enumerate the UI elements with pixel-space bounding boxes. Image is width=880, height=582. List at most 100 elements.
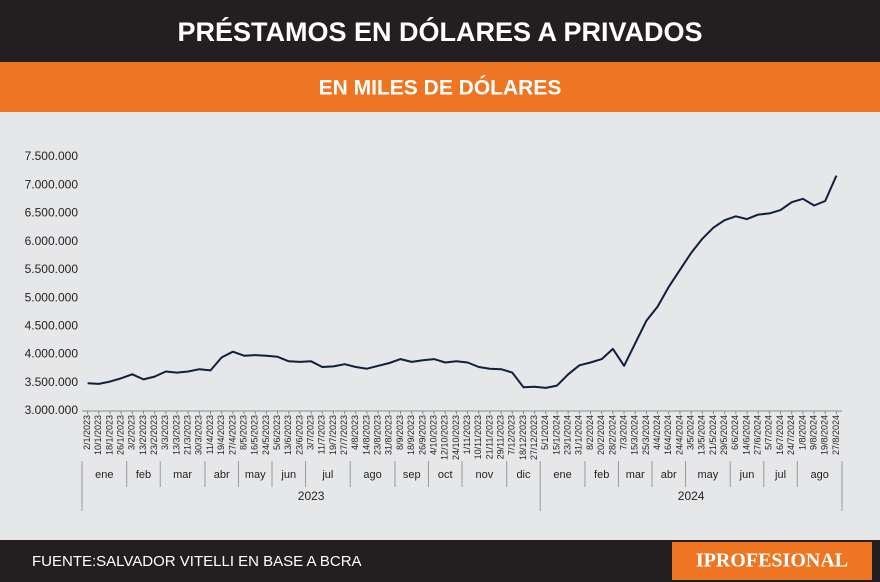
- month-label: ago: [363, 469, 381, 481]
- y-tick-label: 3.000.000: [25, 403, 79, 417]
- x-tick-label: 18/12/2023: [518, 415, 528, 460]
- x-tick-label: 20/2/2024: [596, 415, 606, 455]
- month-label: oct: [438, 469, 453, 481]
- x-tick-label: 4/8/2023: [350, 415, 360, 450]
- x-tick-label: 11/7/2023: [317, 415, 327, 454]
- x-tick-label: 19/8/2024: [820, 415, 830, 455]
- month-label: ene: [95, 469, 113, 481]
- x-tick-label: 24/4/2024: [674, 415, 684, 455]
- x-tick-label: 14/6/2024: [741, 415, 751, 455]
- month-label: ene: [553, 469, 571, 481]
- x-tick-label: 26/1/2023: [115, 415, 125, 455]
- x-tick-label: 4/10/2023: [428, 415, 438, 455]
- x-tick-label: 18/9/2023: [406, 415, 416, 455]
- x-tick-label: 1/11/2023: [462, 415, 472, 454]
- month-label: ago: [810, 469, 828, 481]
- month-label: feb: [594, 469, 609, 481]
- x-tick-label: 23/6/2023: [294, 415, 304, 455]
- month-label: jul: [321, 469, 333, 481]
- x-tick-label: 15/3/2024: [630, 415, 640, 455]
- header-band: [0, 0, 880, 62]
- month-label: mar: [173, 469, 192, 481]
- logo: IPROFESIONAL: [696, 550, 848, 572]
- x-tick-label: 24/5/2023: [261, 415, 271, 455]
- x-tick-label: 3/7/2023: [305, 415, 315, 450]
- x-tick-label: 3/2/2023: [127, 415, 137, 450]
- month-label: jun: [280, 469, 296, 481]
- month-label: jul: [774, 469, 786, 481]
- x-tick-label: 28/2/2024: [607, 415, 617, 455]
- y-tick-label: 7.000.000: [25, 177, 79, 191]
- x-tick-label: 5/6/2023: [272, 415, 282, 450]
- chart-title: PRÉSTAMOS EN DÓLARES A PRIVADOS: [177, 16, 702, 47]
- x-tick-label: 10/11/2023: [473, 415, 483, 459]
- x-tick-label: 3/3/2023: [160, 415, 170, 450]
- month-label: may: [245, 469, 266, 481]
- x-tick-label: 13/5/2024: [697, 415, 707, 455]
- y-tick-label: 5.000.000: [25, 290, 79, 304]
- x-tick-label: 31/1/2024: [574, 415, 584, 455]
- x-tick-label: 25/3/2024: [641, 415, 651, 455]
- subtitle-band: [0, 62, 880, 112]
- year-label: 2024: [678, 489, 705, 503]
- x-tick-label: 12/10/2023: [440, 415, 450, 460]
- x-tick-label: 23/2/2023: [149, 415, 159, 455]
- x-tick-label: 27/6/2024: [753, 415, 763, 455]
- logo-box: [672, 542, 872, 580]
- month-label: jun: [739, 469, 755, 481]
- x-tick-label: 26/9/2023: [417, 415, 427, 455]
- x-tick-label: 29/11/2023: [495, 415, 505, 459]
- x-tick-label: 21/5/2024: [708, 415, 718, 455]
- month-label: feb: [136, 469, 151, 481]
- x-tick-label: 5/7/2024: [764, 415, 774, 450]
- x-tick-label: 8/9/2023: [395, 415, 405, 450]
- x-tick-label: 21/3/2023: [183, 415, 193, 455]
- x-tick-label: 31/8/2023: [384, 415, 394, 455]
- source: FUENTE:SALVADOR VITELLI EN BASE A BCRA: [32, 553, 362, 570]
- year-label: 2023: [298, 489, 325, 503]
- x-tick-label: 4/4/2024: [652, 415, 662, 450]
- x-tick-label: 24/7/2024: [786, 415, 796, 455]
- x-tick-label: 8/5/2023: [238, 415, 248, 450]
- x-tick-label: 27/7/2023: [339, 415, 349, 455]
- month-label: sep: [403, 469, 421, 481]
- x-tick-label: 5/1/2024: [540, 415, 550, 450]
- x-tick-label: 16/7/2024: [775, 415, 785, 455]
- month-label: abr: [661, 469, 677, 481]
- x-tick-label: 18/1/2023: [104, 415, 114, 455]
- month-label: abr: [214, 469, 230, 481]
- data-line: [87, 175, 838, 389]
- x-tick-label: 8/2/2024: [585, 415, 595, 450]
- month-label: nov: [475, 469, 493, 481]
- month-label: mar: [626, 469, 645, 481]
- y-tick-label: 4.500.000: [25, 319, 79, 333]
- month-label: dic: [516, 469, 531, 481]
- y-tick-label: 5.500.000: [25, 262, 79, 276]
- x-tick-label: 21/11/2023: [484, 415, 494, 459]
- x-tick-label: 3/5/2024: [685, 415, 695, 450]
- x-tick-label: 1/8/2024: [797, 415, 807, 450]
- x-tick-label: 24/10/2023: [451, 415, 461, 460]
- y-tick-label: 3.500.000: [25, 375, 79, 389]
- y-tick-label: 7.500.000: [25, 149, 79, 163]
- month-label: may: [697, 469, 718, 481]
- x-tick-label: 13/2/2023: [138, 415, 148, 455]
- x-tick-label: 19/7/2023: [328, 415, 338, 455]
- x-tick-label: 13/6/2023: [283, 415, 293, 455]
- x-tick-label: 13/3/2023: [171, 415, 181, 455]
- x-tick-label: 16/4/2024: [663, 415, 673, 455]
- x-tick-label: 9/8/2024: [808, 415, 818, 450]
- chart-subtitle: EN MILES DE DÓLARES: [319, 76, 562, 100]
- x-tick-label: 15/1/2024: [551, 415, 561, 455]
- x-tick-label: 7/3/2024: [618, 415, 628, 450]
- x-tick-label: 27/4/2023: [227, 415, 237, 455]
- x-tick-label: 10/1/2023: [93, 415, 103, 455]
- x-tick-label: 23/1/2024: [563, 415, 573, 455]
- y-tick-label: 6.500.000: [25, 206, 79, 220]
- x-tick-label: 23/8/2023: [373, 415, 383, 455]
- x-tick-label: 29/5/2024: [719, 415, 729, 455]
- y-tick-label: 4.000.000: [25, 347, 79, 361]
- y-tick-label: 6.000.000: [25, 234, 79, 248]
- x-tick-label: 30/3/2023: [194, 415, 204, 455]
